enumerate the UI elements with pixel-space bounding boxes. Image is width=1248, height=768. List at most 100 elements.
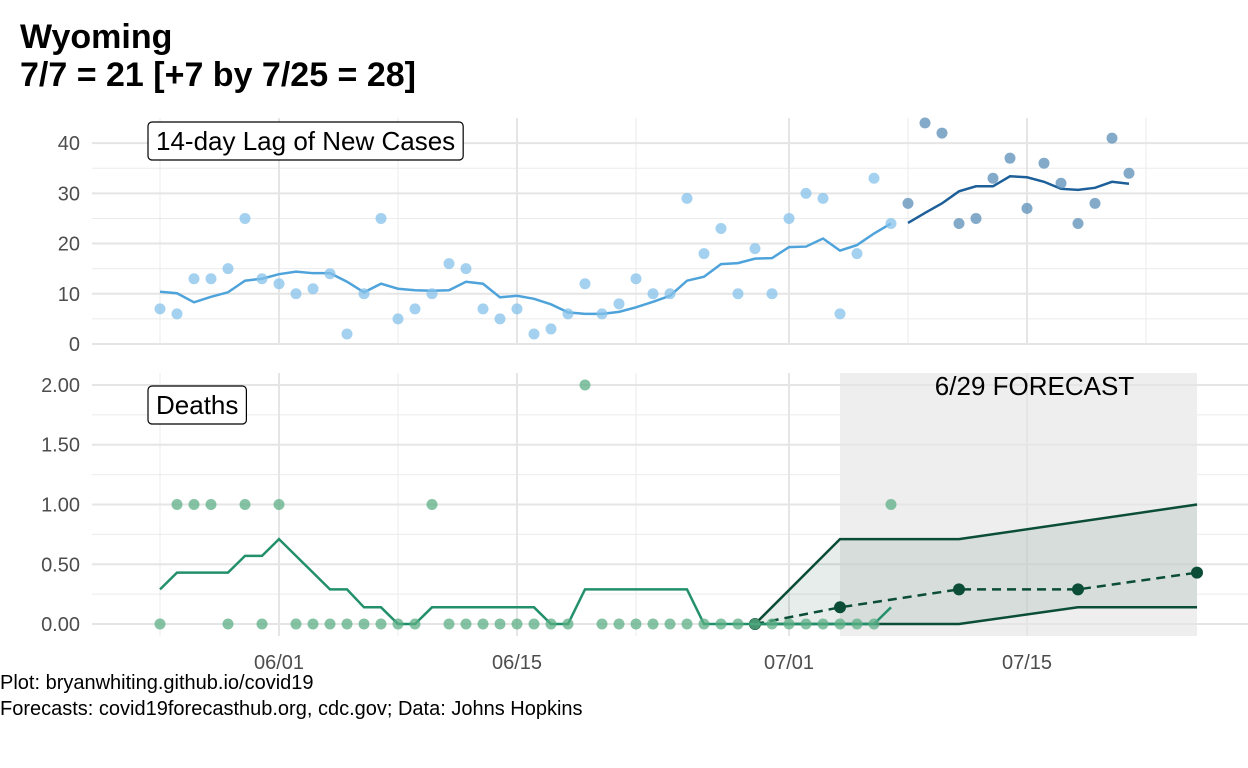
deaths-point — [171, 499, 183, 510]
forecast-median-line — [754, 571, 1198, 626]
deaths-point — [154, 618, 166, 630]
cases-point — [902, 197, 914, 209]
y-tick-label: 0.50 — [41, 554, 80, 576]
x-tick-label: 07/15 — [1002, 652, 1052, 674]
y-tick-label: 2.00 — [41, 375, 80, 397]
cases-point — [817, 192, 829, 204]
forecast-median-point — [834, 601, 846, 614]
cases-point — [664, 288, 676, 300]
deaths-point — [477, 618, 489, 630]
cases-point — [477, 303, 489, 315]
cases-point — [1072, 217, 1084, 229]
deaths-panel-label: Deaths — [147, 385, 247, 425]
cases-point — [324, 268, 336, 280]
cases-point — [562, 308, 574, 320]
deaths-point — [375, 618, 387, 630]
cases-point — [868, 172, 880, 184]
cases-point — [256, 273, 268, 285]
deaths-point — [256, 618, 268, 630]
cases-point — [970, 212, 982, 224]
deaths-point — [222, 618, 234, 630]
cases-point — [511, 303, 523, 315]
y-tick-label: 1.00 — [41, 495, 80, 517]
deaths-point — [511, 618, 523, 630]
cases-point — [766, 288, 778, 300]
deaths-point — [307, 618, 319, 630]
panel-label-text: 14-day Lag of New Cases — [156, 126, 455, 156]
cases-point — [358, 288, 370, 300]
deaths-point — [732, 618, 744, 630]
deaths-point — [579, 379, 591, 391]
deaths-point — [545, 618, 557, 630]
deaths-point — [324, 618, 336, 630]
cases-point — [494, 313, 506, 325]
cases-point — [783, 212, 795, 224]
cases-point — [341, 328, 353, 340]
deaths-point — [783, 618, 795, 630]
cases-panel-label: 14-day Lag of New Cases — [147, 121, 464, 161]
deaths-point — [885, 499, 897, 510]
y-tick-label: 20 — [58, 234, 80, 256]
deaths-point — [409, 618, 421, 630]
x-tick-label: 06/01 — [254, 652, 304, 674]
cases-point — [545, 323, 557, 335]
cases-point — [375, 212, 387, 224]
deaths-point — [647, 618, 659, 630]
deaths-point — [443, 618, 455, 630]
caption-plot-credit: Plot: bryanwhiting.github.io/covid19 — [0, 672, 314, 694]
y-tick-label: 1.50 — [41, 435, 80, 457]
panel-label-text: Deaths — [156, 390, 238, 420]
cases-point — [800, 187, 812, 199]
y-tick-label: 10 — [58, 284, 80, 306]
cases-point — [596, 308, 608, 320]
forecast-upper-line — [754, 503, 1198, 625]
cases-point — [579, 278, 591, 290]
cases-point — [154, 303, 166, 315]
forecast-interval-ribbon — [755, 504, 1197, 625]
panel-label-box — [147, 385, 247, 425]
deaths-point — [562, 618, 574, 630]
cases-point — [239, 212, 251, 224]
title-line-2: 7/7 = 21 [+7 by 7/25 = 28] — [20, 56, 416, 94]
deaths-point — [749, 618, 761, 630]
panel-label-box — [147, 121, 464, 161]
cases-point — [647, 288, 659, 300]
caption-sources: Forecasts: covid19forecasthub.org, cdc.g… — [0, 698, 583, 720]
deaths-point — [273, 499, 285, 510]
forecast-median-point — [1191, 566, 1203, 579]
cases-rolling-line-recent — [907, 174, 1130, 225]
cases-point — [834, 308, 846, 320]
cases-point — [222, 263, 234, 275]
title-line-1: Wyoming — [20, 18, 173, 56]
deaths-point — [341, 618, 353, 630]
cases-point — [528, 328, 540, 340]
deaths-point — [426, 499, 438, 510]
deaths-point — [664, 618, 676, 630]
cases-point — [460, 263, 472, 275]
cases-point — [205, 273, 217, 285]
cases-point — [1021, 202, 1033, 214]
deaths-point — [800, 618, 812, 630]
x-tick-label: 07/01 — [764, 652, 814, 674]
cases-point — [1038, 157, 1050, 169]
deaths-point — [205, 499, 217, 510]
cases-rolling-line — [159, 222, 892, 316]
deaths-point — [613, 618, 625, 630]
cases-point — [851, 248, 863, 260]
deaths-point — [188, 499, 200, 510]
cases-point — [732, 288, 744, 300]
deaths-point — [290, 618, 302, 630]
deaths-point — [834, 618, 846, 630]
cases-point — [1123, 167, 1135, 179]
cases-point — [698, 248, 710, 260]
cases-point — [681, 192, 693, 204]
forecast-median-point — [1072, 583, 1084, 596]
cases-point — [409, 303, 421, 315]
cases-point — [392, 313, 404, 325]
cases-point — [715, 222, 727, 234]
cases-point — [630, 273, 642, 285]
x-tick-label: 06/15 — [492, 652, 542, 674]
cases-point — [1004, 152, 1016, 164]
deaths-point — [715, 618, 727, 630]
